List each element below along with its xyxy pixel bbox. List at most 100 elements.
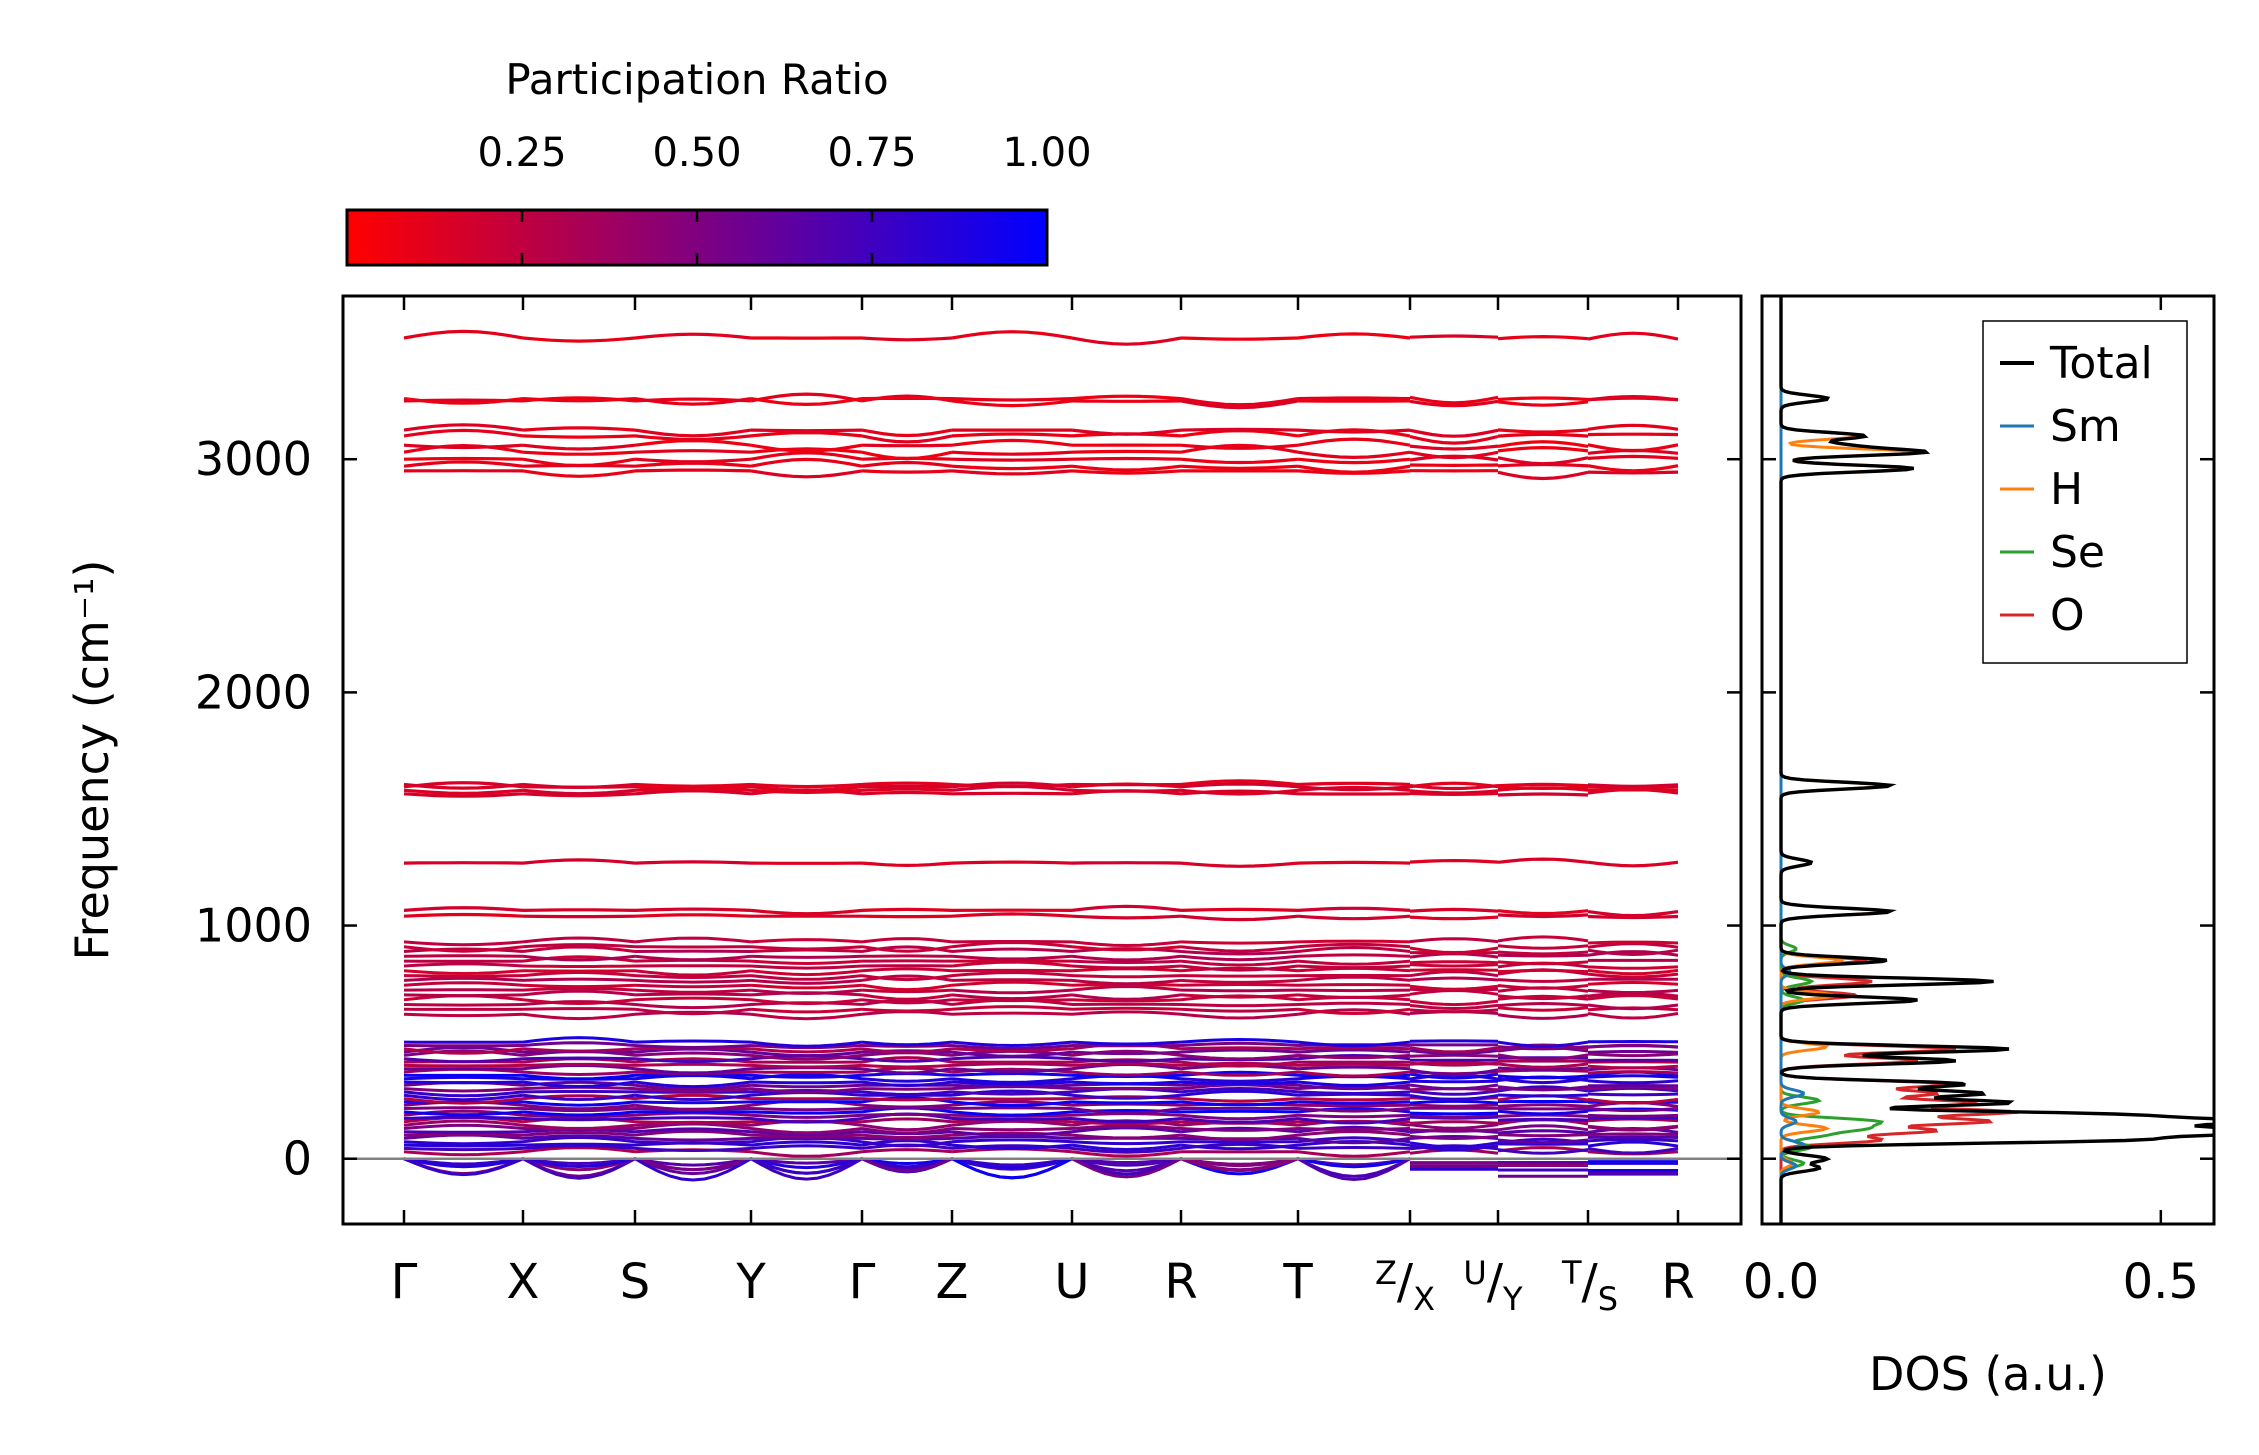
- phonon-band: [522, 1123, 636, 1130]
- phonon-band: [522, 1110, 636, 1117]
- phonon-band: [750, 782, 863, 789]
- phonon-band: [1180, 1070, 1299, 1077]
- phonon-band: [1497, 1074, 1589, 1080]
- path-label-upper: T: [1561, 1254, 1582, 1292]
- phonon-band: [1297, 1129, 1411, 1137]
- phonon-band: [861, 1123, 953, 1132]
- phonon-band: [861, 1057, 953, 1063]
- phonon-band: [634, 983, 752, 989]
- phonon-band: [750, 1040, 863, 1048]
- phonon-band: [1409, 970, 1499, 978]
- phonon-band: [1180, 974, 1299, 978]
- legend-box: [1982, 320, 2188, 664]
- phonon-band: [634, 434, 752, 442]
- imaginary-band: [1180, 1157, 1299, 1168]
- phonon-band: [750, 457, 863, 468]
- phonon-band: [1497, 1129, 1589, 1135]
- phonon-band: [1071, 1057, 1182, 1063]
- phonon-band: [861, 907, 953, 912]
- phonon-band: [634, 332, 752, 340]
- phonon-band: [522, 1103, 636, 1111]
- phonon-band: [1497, 1062, 1589, 1069]
- phonon-band: [1497, 440, 1589, 448]
- frequency-tick-label: 3000: [195, 432, 312, 486]
- phonon-band: [522, 954, 636, 962]
- phonon-band: [1497, 1138, 1589, 1145]
- phonon-band: [1297, 1090, 1411, 1096]
- phonon-band: [1297, 396, 1411, 401]
- phonon-band: [1297, 993, 1411, 1000]
- phonon-band: [403, 954, 524, 958]
- phonon-band: [951, 1062, 1073, 1067]
- phonon-band: [1180, 964, 1299, 972]
- phonon-band: [1587, 1070, 1679, 1075]
- phonon-band: [1071, 904, 1182, 912]
- phonon-band: [1071, 984, 1182, 992]
- phonon-band: [1071, 464, 1182, 472]
- phonon-band: [951, 1097, 1073, 1101]
- phonon-band: [522, 1036, 636, 1044]
- phonon-band: [1409, 789, 1499, 795]
- phonon-band: [1180, 1037, 1299, 1044]
- phonon-band: [634, 1039, 752, 1044]
- imaginary-band: [1071, 1157, 1182, 1173]
- phonon-band: [634, 1062, 752, 1067]
- phonon-band: [1409, 915, 1499, 921]
- phonon-band: [522, 908, 636, 912]
- imaginary-band: [861, 1157, 953, 1173]
- phonon-band: [1497, 470, 1589, 481]
- phonon-band: [634, 1044, 752, 1050]
- phonon-band: [1297, 781, 1411, 787]
- phonon-band: [750, 469, 863, 479]
- colorbar-title: Participation Ratio: [505, 55, 888, 104]
- phonon-band: [403, 976, 524, 982]
- phonon-band: [861, 434, 953, 444]
- imaginary-band: [522, 1157, 636, 1169]
- phonon-band: [1297, 953, 1411, 958]
- imaginary-band: [634, 1157, 752, 1176]
- phonon-band: [1297, 906, 1411, 912]
- phonon-band: [861, 998, 953, 1005]
- phonon-band: [403, 1049, 524, 1057]
- path-label: Z: [936, 1254, 969, 1310]
- phonon-band: [403, 1097, 524, 1105]
- phonon-band: [522, 1073, 636, 1081]
- path-label: Z/X: [1375, 1254, 1435, 1318]
- phonon-band: [861, 781, 953, 787]
- phonon-band: [1071, 974, 1182, 979]
- path-label-slash: /: [1582, 1254, 1599, 1310]
- phonon-band: [1297, 1113, 1411, 1119]
- phonon-band: [1497, 1006, 1589, 1012]
- phonon-band: [861, 1103, 953, 1109]
- phonon-band: [1409, 1083, 1499, 1091]
- phonon-band: [1587, 940, 1679, 945]
- phonon-band: [861, 443, 953, 448]
- phonon-band: [403, 1119, 524, 1127]
- imaginary-band: [1180, 1157, 1299, 1173]
- phonon-band: [861, 967, 953, 973]
- phonon-band: [634, 438, 752, 447]
- imaginary-band: [522, 1157, 636, 1180]
- phonon-band: [1071, 1126, 1182, 1134]
- phonon-band: [1297, 1053, 1411, 1060]
- phonon-band: [1297, 988, 1411, 993]
- phonon-band: [951, 1130, 1073, 1137]
- phonon-band: [403, 1087, 524, 1093]
- phonon-band: [861, 1044, 953, 1048]
- phonon-band: [634, 1051, 752, 1057]
- phonon-band: [1071, 428, 1182, 436]
- phonon-band: [1071, 1146, 1182, 1154]
- phonon-band: [1497, 1013, 1589, 1020]
- phonon-band: [1409, 1111, 1499, 1116]
- phonon-band: [1180, 1117, 1299, 1124]
- phonon-band: [1180, 399, 1299, 410]
- phonon-band: [634, 907, 752, 912]
- colorbar-tick-label: 1.00: [1002, 130, 1091, 176]
- phonon-band: [1297, 959, 1411, 966]
- phonon-band: [1587, 942, 1679, 949]
- phonon-band: [1497, 984, 1589, 990]
- phonon-band: [1587, 1135, 1679, 1139]
- path-label: U: [1054, 1254, 1089, 1310]
- phonon-band: [1409, 784, 1499, 791]
- phonon-band: [750, 1007, 863, 1014]
